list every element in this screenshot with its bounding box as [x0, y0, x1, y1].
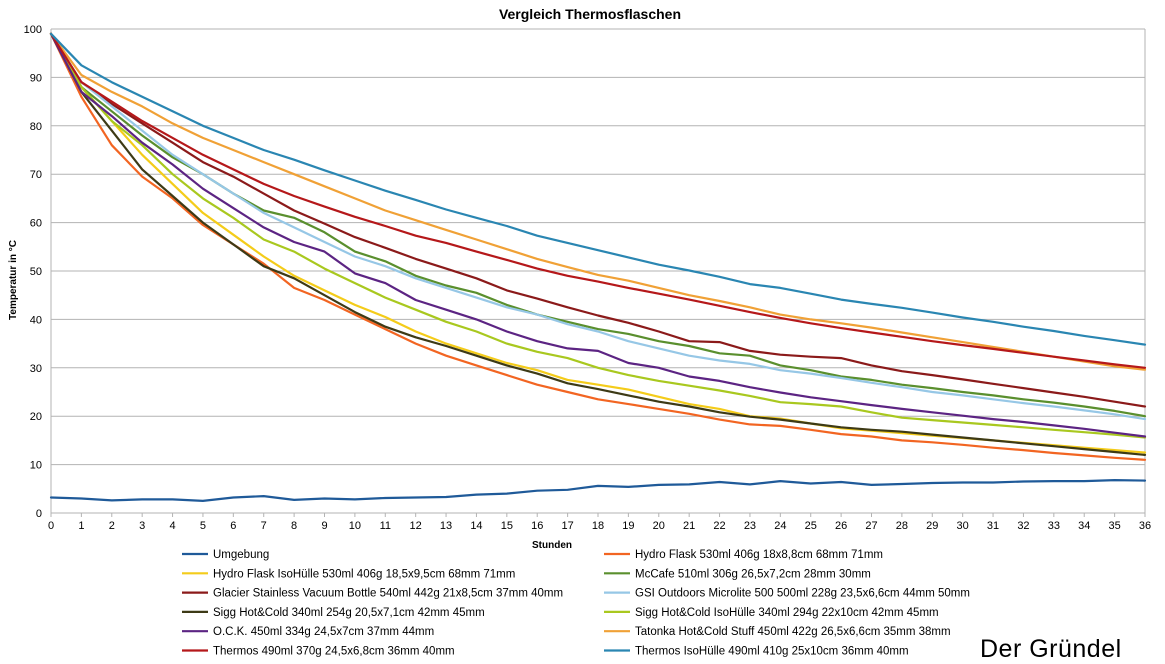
series-line: [49, 32, 1147, 456]
x-tick-label: 11: [380, 520, 391, 532]
x-tick-label: 8: [291, 520, 297, 532]
chart-title: Vergleich Thermosflaschen: [499, 6, 681, 22]
legend-label: Sigg Hot&Cold 340ml 254g 20,5x7,1cm 42mm…: [213, 607, 485, 619]
x-tick-label: 29: [926, 520, 938, 532]
y-tick-label: 80: [30, 121, 42, 133]
y-tick-label: 40: [30, 314, 42, 326]
x-tick-label: 16: [531, 520, 543, 532]
x-tick-label: 20: [653, 520, 665, 532]
x-tick-label: 27: [865, 520, 877, 532]
legend-label: Glacier Stainless Vacuum Bottle 540ml 44…: [213, 588, 563, 600]
x-tick-label: 21: [683, 520, 695, 532]
x-tick-label: 6: [230, 520, 236, 532]
x-tick-label: 32: [1017, 520, 1029, 532]
legend-label: Thermos IsoHülle 490ml 410g 25x10cm 36mm…: [635, 646, 909, 658]
x-tick-label: 4: [169, 520, 175, 532]
legend: Umgebung Hydro Flask 530ml 406g 18x8,8cm …: [182, 549, 970, 658]
watermark: Der Gründel: [980, 635, 1122, 663]
x-tick-label: 23: [744, 520, 756, 532]
x-tick-label: 2: [109, 520, 115, 532]
legend-label: Umgebung: [213, 549, 269, 561]
x-tick-label: 35: [1108, 520, 1120, 532]
axes: [50, 29, 1146, 517]
x-tick-label: 15: [501, 520, 513, 532]
x-axis-label: Stunden: [532, 540, 572, 551]
x-tick-label: 25: [805, 520, 817, 532]
legend-label: GSI Outdoors Microlite 500 500ml 228g 23…: [635, 588, 970, 600]
x-tick-label: 31: [987, 520, 999, 532]
y-tick-label: 20: [30, 411, 42, 423]
y-tick-label: 70: [30, 169, 42, 181]
legend-label: Sigg Hot&Cold IsoHülle 340ml 294g 22x10c…: [635, 607, 939, 619]
x-tick-label: 5: [200, 520, 206, 532]
x-tick-label: 17: [561, 520, 573, 532]
x-tick-label: 19: [622, 520, 634, 532]
y-tick-label: 50: [30, 266, 42, 278]
series-line: [49, 32, 1147, 346]
y-tick-label: 60: [30, 218, 42, 230]
series-line: [49, 479, 1147, 502]
x-tick-label: 26: [835, 520, 847, 532]
legend-label: McCafe 510ml 306g 26,5x7,2cm 28mm 30mm: [635, 568, 871, 580]
gridlines: [51, 28, 1145, 514]
series-line: [49, 32, 1147, 421]
x-tick-label: 28: [896, 520, 908, 532]
x-tick-label: 33: [1048, 520, 1060, 532]
series-line: [49, 32, 1147, 408]
x-tick-label: 18: [592, 520, 604, 532]
x-tick-label: 10: [349, 520, 361, 532]
watermark-text: Der Gründel: [980, 635, 1122, 663]
y-tick-label: 90: [30, 72, 42, 84]
legend-label: Hydro Flask 530ml 406g 18x8,8cm 68mm 71m…: [635, 549, 883, 561]
x-tick-label: 7: [261, 520, 267, 532]
x-tick-label: 22: [713, 520, 725, 532]
x-tick-label: 30: [957, 520, 969, 532]
series-line: [49, 32, 1147, 371]
y-axis-label: Temperatur in °C: [8, 240, 19, 320]
legend-label: O.C.K. 450ml 334g 24,5x7cm 37mm 44mm: [213, 626, 434, 638]
legend-label: Hydro Flask IsoHülle 530ml 406g 18,5x9,5…: [213, 568, 515, 580]
y-tick-label: 100: [24, 24, 42, 36]
x-tick-label: 12: [410, 520, 422, 532]
series-line: [49, 32, 1147, 369]
x-tick-label: 34: [1078, 520, 1090, 532]
x-tick-labels: 0 1 2 3 4 5 6 7 8 9 10 11 12 13 14 15 16 17 18 19 20 21 22 23 24…: [48, 520, 1151, 532]
x-tick-label: 36: [1139, 520, 1151, 532]
series-line: [49, 32, 1147, 438]
x-tick-label: 1: [78, 520, 84, 532]
x-tick-label: 0: [48, 520, 54, 532]
y-tick-labels: 0 10 20 30 40 50 60 70 80 90 100: [24, 24, 42, 520]
legend-label: Tatonka Hot&Cold Stuff 450ml 422g 26,5x6…: [635, 626, 951, 638]
x-tick-label: 24: [774, 520, 786, 532]
y-tick-label: 30: [30, 363, 42, 375]
x-tick-label: 9: [321, 520, 327, 532]
x-tick-label: 14: [470, 520, 482, 532]
legend-label: Thermos 490ml 370g 24,5x6,8cm 36mm 40mm: [213, 646, 455, 658]
x-tick-label: 3: [139, 520, 145, 532]
y-tick-label: 10: [30, 460, 42, 472]
series-line: [49, 32, 1147, 439]
y-tick-label: 0: [36, 508, 42, 520]
x-tick-label: 13: [440, 520, 452, 532]
data-series: [49, 32, 1147, 502]
